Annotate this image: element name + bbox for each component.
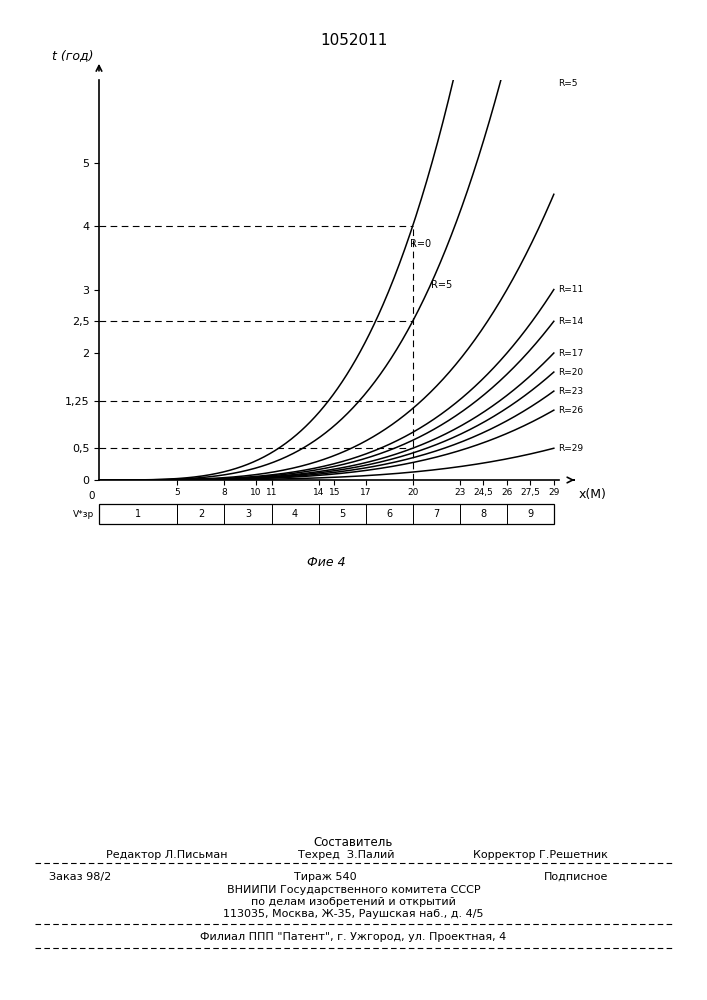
Text: R=26: R=26 (559, 406, 584, 415)
Text: 9: 9 (527, 509, 533, 519)
Text: Составитель: Составитель (314, 836, 393, 850)
Text: 5: 5 (339, 509, 345, 519)
Text: 8: 8 (480, 509, 486, 519)
Text: 4: 4 (292, 509, 298, 519)
Text: Подписное: Подписное (544, 872, 608, 882)
Text: V*зр: V*зр (73, 510, 94, 519)
Text: 6: 6 (386, 509, 392, 519)
Text: 0: 0 (88, 491, 95, 501)
Text: x(М): x(М) (579, 488, 607, 501)
Bar (99, 504, 554, 524)
Text: Корректор Г.Решетник: Корректор Г.Решетник (473, 850, 608, 860)
Text: R=20: R=20 (559, 368, 584, 377)
Text: Фие 4: Фие 4 (307, 556, 346, 569)
Text: R=0: R=0 (409, 239, 431, 249)
Text: 113035, Москва, Ж-35, Раушская наб., д. 4/5: 113035, Москва, Ж-35, Раушская наб., д. … (223, 909, 484, 919)
Text: R=11: R=11 (559, 285, 584, 294)
Text: t (год): t (год) (52, 49, 93, 62)
Text: Заказ 98/2: Заказ 98/2 (49, 872, 112, 882)
Text: 2: 2 (198, 509, 204, 519)
Text: R=23: R=23 (559, 387, 584, 396)
Text: 1: 1 (135, 509, 141, 519)
Text: R=5: R=5 (431, 280, 452, 290)
Text: 7: 7 (433, 509, 439, 519)
Text: Редактор Л.Письман: Редактор Л.Письман (106, 850, 228, 860)
Text: 1052011: 1052011 (320, 33, 387, 48)
Text: Техред  З.Палий: Техред З.Палий (298, 850, 395, 860)
Text: R=5: R=5 (559, 79, 578, 88)
Text: R=14: R=14 (559, 317, 584, 326)
Text: ВНИИПИ Государственного комитета СССР: ВНИИПИ Государственного комитета СССР (227, 885, 480, 895)
Text: 3: 3 (245, 509, 251, 519)
Text: R=29: R=29 (559, 444, 584, 453)
Text: Тираж 540: Тираж 540 (294, 872, 356, 882)
Text: Филиал ППП "Патент", г. Ужгород, ул. Проектная, 4: Филиал ППП "Патент", г. Ужгород, ул. Про… (200, 932, 507, 942)
Text: по делам изобретений и открытий: по делам изобретений и открытий (251, 897, 456, 907)
Text: R=17: R=17 (559, 349, 584, 358)
